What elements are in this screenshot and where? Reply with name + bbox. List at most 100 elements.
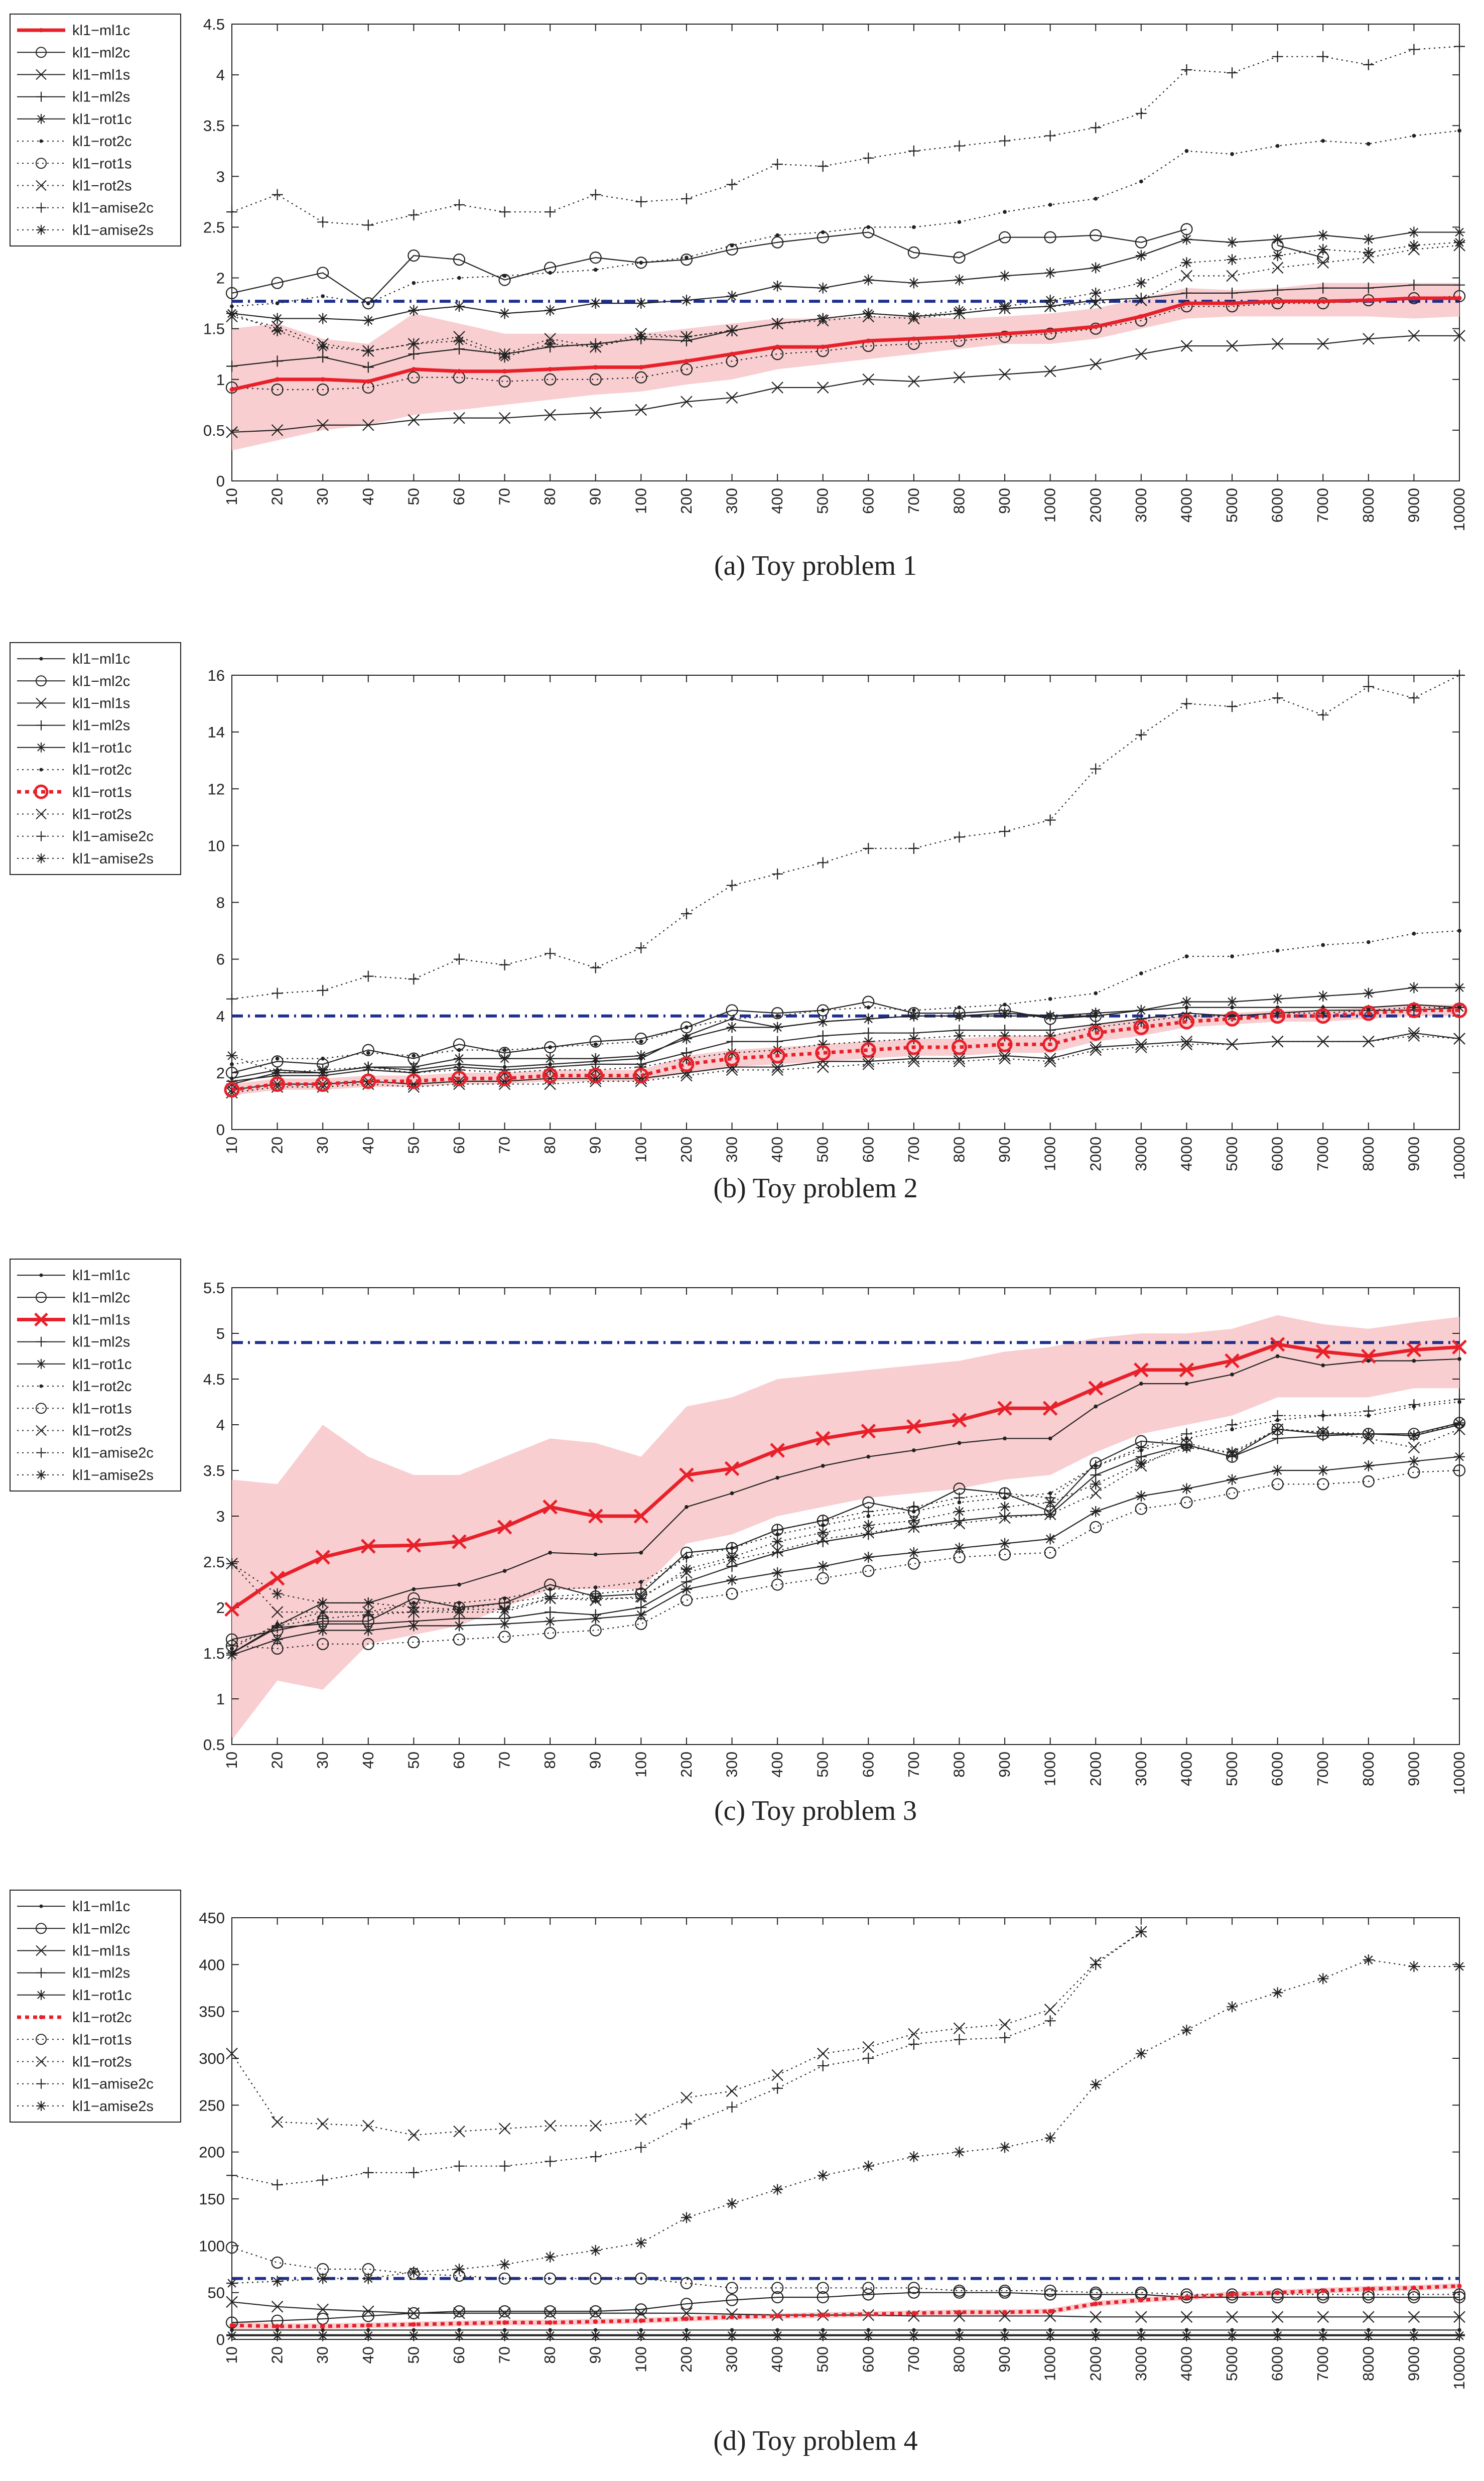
x-tick-label: 7000 bbox=[1314, 488, 1331, 523]
x-tick-label: 60 bbox=[450, 488, 468, 505]
legend-item: kl1−ml1c bbox=[17, 23, 130, 39]
data-point bbox=[772, 1022, 783, 1033]
data-point bbox=[817, 857, 829, 869]
data-point bbox=[408, 2129, 420, 2141]
data-point bbox=[1412, 1358, 1416, 1363]
legend-item: kl1−ml1s bbox=[17, 1312, 130, 1328]
data-point bbox=[1408, 982, 1420, 994]
data-point bbox=[1406, 1342, 1422, 1357]
data-point bbox=[545, 2330, 556, 2341]
data-point bbox=[271, 1642, 284, 1655]
x-tick-label: 3000 bbox=[1132, 1137, 1150, 1171]
data-point bbox=[360, 1073, 376, 1089]
legend-marker bbox=[36, 69, 47, 80]
x-tick-label: 6000 bbox=[1269, 1137, 1286, 1171]
data-point bbox=[1320, 299, 1325, 304]
data-point bbox=[635, 2113, 647, 2126]
data-point bbox=[1225, 1353, 1240, 1369]
data-point bbox=[589, 1035, 602, 1048]
data-point bbox=[1088, 1025, 1104, 1041]
data-point bbox=[1454, 41, 1465, 52]
chart-panel-toy-problem-2: 0 2 4 6 8 10 12 14 16 10 20 30 40 50 60 70 80 90 100 200 300… bbox=[10, 642, 1468, 1204]
data-point bbox=[1181, 1442, 1192, 1453]
data-point bbox=[1315, 1008, 1331, 1024]
data-point bbox=[272, 1588, 283, 1599]
series-line-kl1-rot1s bbox=[231, 1469, 1460, 1649]
data-point bbox=[271, 277, 284, 289]
data-point bbox=[681, 2330, 692, 2341]
series-kl1-amise2c bbox=[226, 41, 1465, 231]
data-point bbox=[1094, 1404, 1098, 1409]
data-point bbox=[775, 2313, 780, 2318]
data-point bbox=[589, 2307, 602, 2319]
data-point bbox=[408, 1067, 420, 1078]
data-point bbox=[275, 1056, 280, 1061]
x-tick-label: 600 bbox=[859, 1137, 877, 1163]
x-tick-label: 90 bbox=[587, 1752, 604, 1769]
data-point bbox=[1453, 290, 1466, 303]
y-tick-label: 1.5 bbox=[203, 320, 225, 338]
data-point bbox=[1270, 1337, 1285, 1352]
data-point bbox=[1408, 44, 1420, 55]
data-point bbox=[269, 1076, 286, 1092]
data-point bbox=[817, 1039, 829, 1050]
data-point bbox=[588, 1068, 604, 1084]
legend-marker bbox=[36, 1292, 47, 1303]
data-point bbox=[408, 1602, 420, 1613]
series-kl1-amise2s bbox=[226, 1417, 1465, 1615]
legend-item: kl1−rot1s bbox=[17, 1401, 131, 1417]
x-tick-label: 9000 bbox=[1405, 488, 1422, 523]
legend-marker bbox=[36, 808, 47, 820]
data-point bbox=[590, 1053, 601, 1064]
data-point bbox=[863, 274, 874, 286]
data-point bbox=[863, 2160, 874, 2172]
legend-item: kl1−ml2c bbox=[17, 673, 130, 689]
data-point bbox=[817, 2291, 829, 2304]
data-point bbox=[317, 2273, 329, 2284]
series-kl1-amise2c bbox=[226, 1926, 1147, 2190]
data-point bbox=[1048, 2309, 1053, 2314]
data-point bbox=[953, 1551, 966, 1563]
data-point bbox=[821, 1464, 825, 1468]
data-point bbox=[453, 1053, 465, 1064]
data-point bbox=[545, 2251, 556, 2263]
data-point bbox=[1363, 1005, 1374, 1016]
x-tick-label: 60 bbox=[450, 2346, 468, 2364]
legend-marker bbox=[36, 202, 46, 213]
x-tick-label: 8000 bbox=[1360, 488, 1377, 523]
data-point bbox=[275, 301, 280, 305]
data-point bbox=[361, 1539, 376, 1554]
data-point bbox=[817, 313, 829, 324]
data-point bbox=[635, 2272, 647, 2285]
data-point bbox=[1184, 1005, 1189, 1010]
data-point bbox=[1090, 1506, 1102, 1517]
legend-item: kl1−ml2s bbox=[17, 89, 130, 105]
data-point bbox=[498, 2307, 511, 2319]
y-tick-label: 4 bbox=[216, 66, 225, 84]
legend-marker bbox=[36, 91, 46, 102]
data-point bbox=[911, 2311, 916, 2316]
data-point bbox=[772, 1536, 783, 1547]
legend-marker bbox=[36, 158, 47, 169]
data-point bbox=[957, 1005, 962, 1010]
data-point bbox=[1226, 300, 1239, 313]
data-point bbox=[1317, 1008, 1329, 1019]
data-point bbox=[1363, 1405, 1374, 1417]
data-point bbox=[453, 2305, 466, 2318]
data-point bbox=[1454, 236, 1465, 248]
data-point bbox=[1224, 1011, 1240, 1027]
data-point bbox=[548, 271, 552, 275]
data-point bbox=[1181, 2025, 1192, 2036]
data-point bbox=[362, 361, 374, 373]
data-point bbox=[726, 1036, 738, 1047]
y-tick-label: 2 bbox=[216, 1599, 225, 1617]
data-point bbox=[772, 2082, 783, 2094]
data-point bbox=[730, 1491, 734, 1496]
x-tick-label: 600 bbox=[859, 488, 877, 514]
x-tick-label: 7000 bbox=[1314, 1137, 1331, 1171]
data-point bbox=[498, 2123, 511, 2135]
y-tick-label: 4.5 bbox=[203, 16, 225, 33]
data-point bbox=[1227, 701, 1238, 712]
data-point bbox=[1044, 2015, 1056, 2027]
data-point bbox=[1002, 331, 1007, 336]
